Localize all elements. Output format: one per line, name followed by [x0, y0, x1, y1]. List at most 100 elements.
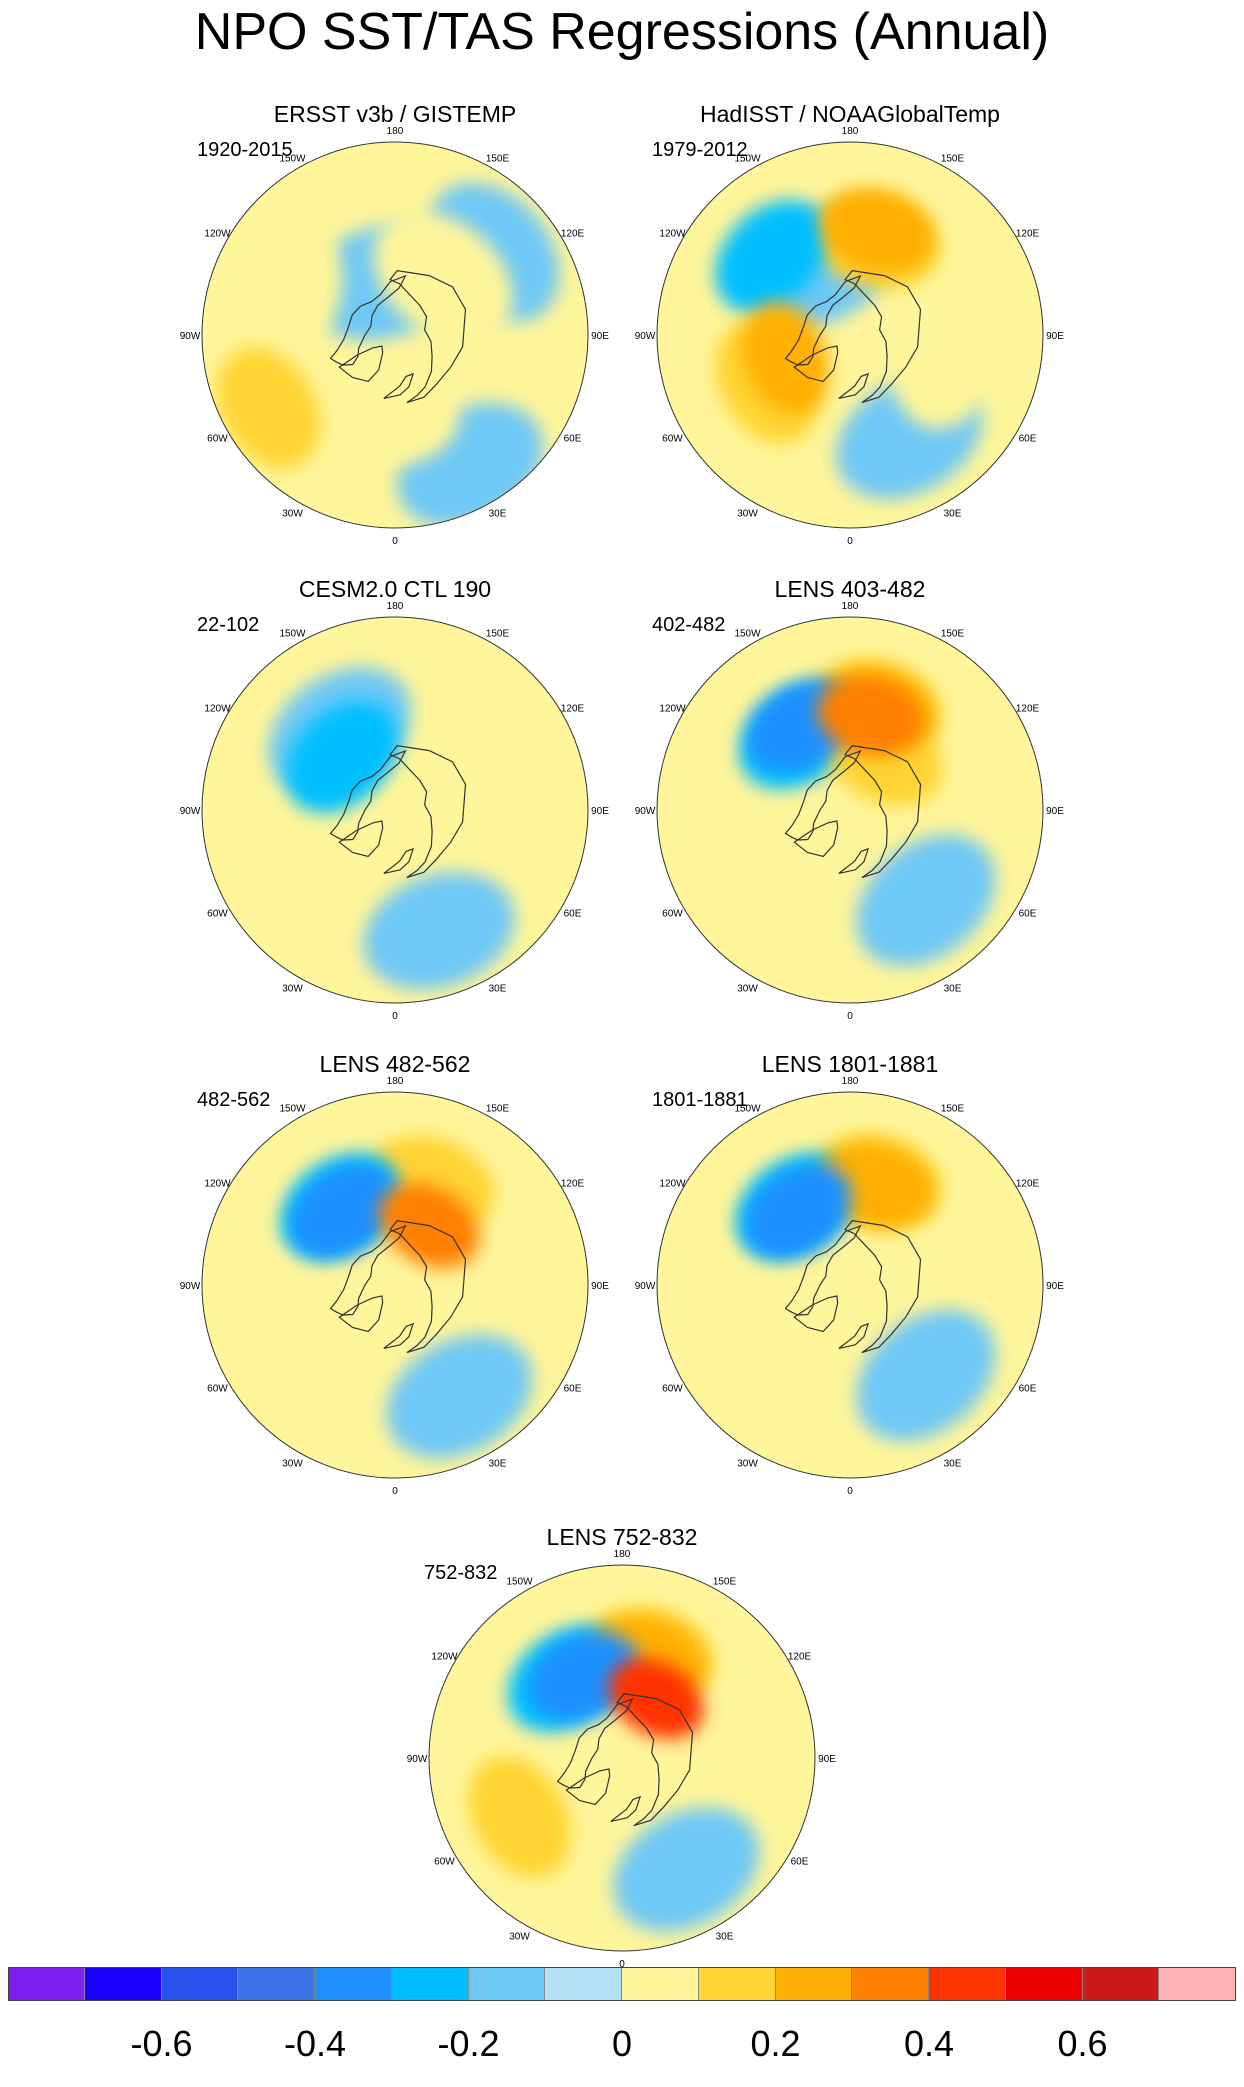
polar-map: 180 150E 120E 90E 60E 30E 0 30W 60W 90W 120W 150W [407, 1549, 837, 1970]
anomaly-region [373, 211, 513, 344]
longitude-label: 60E [564, 434, 582, 445]
longitude-label: 30E [489, 984, 507, 995]
colorbar-tick-label: -0.2 [437, 2023, 500, 2064]
polar-map: 180 150E 120E 90E 60E 30E 0 30W 60W 90W 120W 150W [180, 1076, 610, 1497]
anomaly-region [856, 834, 996, 967]
longitude-label: 30E [489, 1459, 507, 1470]
polar-map: 180 150E 120E 90E 60E 30E 0 30W 60W 90W 120W 150W [635, 1076, 1065, 1497]
coastline [383, 847, 415, 874]
longitude-label: 150W [506, 1576, 533, 1587]
map-boundary [656, 1091, 1044, 1479]
colorbar-box [391, 1967, 469, 2001]
longitude-label: 180 [387, 126, 404, 137]
colorbar-box [84, 1967, 162, 2001]
longitude-label: 180 [842, 1076, 859, 1087]
colorbar-tick-label: 0.2 [750, 2023, 801, 2064]
longitude-label: 60W [662, 909, 683, 920]
colorbar-box [1082, 1967, 1160, 2001]
anomaly-region [217, 347, 321, 469]
longitude-label: 120E [1016, 704, 1040, 715]
polar-map: 180 150E 120E 90E 60E 30E 0 30W 60W 90W 120W 150W [180, 601, 610, 1022]
coastline [838, 372, 870, 399]
anomaly-region [821, 188, 935, 274]
longitude-label: 90W [180, 331, 201, 342]
longitude-label: 150E [941, 1103, 965, 1114]
panel-title: CESM2.0 CTL 190 [298, 576, 492, 602]
panel-title: LENS 1801-1881 [761, 1051, 939, 1077]
panel-years: 402-482 [652, 614, 726, 636]
longitude-label: 90E [1046, 1281, 1064, 1292]
polar-map: 180 150E 120E 90E 60E 30E 0 30W 60W 90W 120W 150W [180, 126, 610, 547]
polar-map: 180 150E 120E 90E 60E 30E 0 30W 60W 90W 120W 150W [635, 601, 1065, 1022]
coastline [793, 820, 839, 858]
map-panel-2: HadISST / NOAAGlobalTemp 1979-2012 180 15… [635, 100, 1065, 550]
longitude-label: 150E [713, 1576, 737, 1587]
longitude-label: 30E [944, 1459, 962, 1470]
panel-title: LENS 482-562 [319, 1051, 471, 1077]
longitude-label: 180 [614, 1549, 631, 1560]
coastline [793, 345, 839, 383]
coastline [838, 1322, 870, 1349]
coastline [838, 847, 870, 874]
panel-title: HadISST / NOAAGlobalTemp [700, 101, 1000, 127]
colorbar [8, 1967, 1236, 2003]
longitude-label: 30E [489, 509, 507, 520]
longitude-label: 90W [407, 1754, 428, 1765]
longitude-label: 60E [791, 1857, 809, 1868]
coastline [844, 270, 922, 404]
anomaly-region [363, 872, 515, 990]
longitude-label: 30W [282, 984, 303, 995]
longitude-label: 180 [842, 601, 859, 612]
colorbar-box [468, 1967, 546, 2001]
map-boundary [201, 141, 589, 529]
longitude-label: 60E [564, 1384, 582, 1395]
anomaly-region [290, 1163, 397, 1259]
longitude-label: 90W [635, 331, 656, 342]
colorbar-frame [8, 1967, 1236, 2001]
colorbar-box [698, 1967, 776, 2001]
anomaly-region [745, 1163, 852, 1259]
longitude-label: 90W [180, 806, 201, 817]
longitude-label: 0 [847, 1486, 853, 1497]
panel-years: 1801-1881 [652, 1089, 748, 1111]
longitude-label: 60W [207, 1384, 228, 1395]
longitude-label: 90E [1046, 806, 1064, 817]
longitude-label: 120E [1016, 1179, 1040, 1190]
panel-years: 752-832 [424, 1562, 498, 1584]
coastline [784, 1224, 862, 1316]
colorbar-tick-label: 0.4 [903, 2023, 955, 2064]
coastline [793, 1295, 839, 1333]
longitude-label: 120E [561, 704, 585, 715]
longitude-label: 30W [737, 984, 758, 995]
map-boundary [656, 141, 1044, 529]
colorbar-tick-label: 0.6 [1057, 2023, 1108, 2064]
coastline [389, 270, 467, 404]
coastline [338, 345, 384, 383]
colorbar-box [622, 1967, 699, 2001]
longitude-label: 0 [847, 1011, 853, 1022]
longitude-label: 30E [944, 984, 962, 995]
anomaly-region [695, 1265, 820, 1412]
anomaly-region [888, 274, 1002, 429]
panel-title: ERSST v3b / GISTEMP [273, 101, 517, 127]
coastline [329, 1224, 407, 1316]
longitude-label: 120E [788, 1652, 812, 1663]
longitude-label: 180 [387, 601, 404, 612]
anomaly-region [240, 1265, 365, 1412]
coastline [383, 372, 415, 399]
coastline [338, 820, 384, 858]
longitude-label: 0 [619, 1959, 625, 1970]
longitude-label: 150E [486, 628, 510, 639]
coastline [338, 1295, 384, 1333]
colorbar-box [238, 1967, 315, 2001]
longitude-label: 120W [204, 704, 231, 715]
longitude-label: 60E [1019, 434, 1037, 445]
colorbar-box [545, 1967, 622, 2001]
colorbar-box [775, 1967, 853, 2001]
longitude-label: 30W [737, 509, 758, 520]
polar-map: 180 150E 120E 90E 60E 30E 0 30W 60W 90W 120W 150W [635, 126, 1065, 547]
longitude-label: 120E [561, 1179, 585, 1190]
coastline [784, 274, 862, 366]
map-boundary [656, 616, 1044, 1004]
longitude-label: 120E [1016, 229, 1040, 240]
